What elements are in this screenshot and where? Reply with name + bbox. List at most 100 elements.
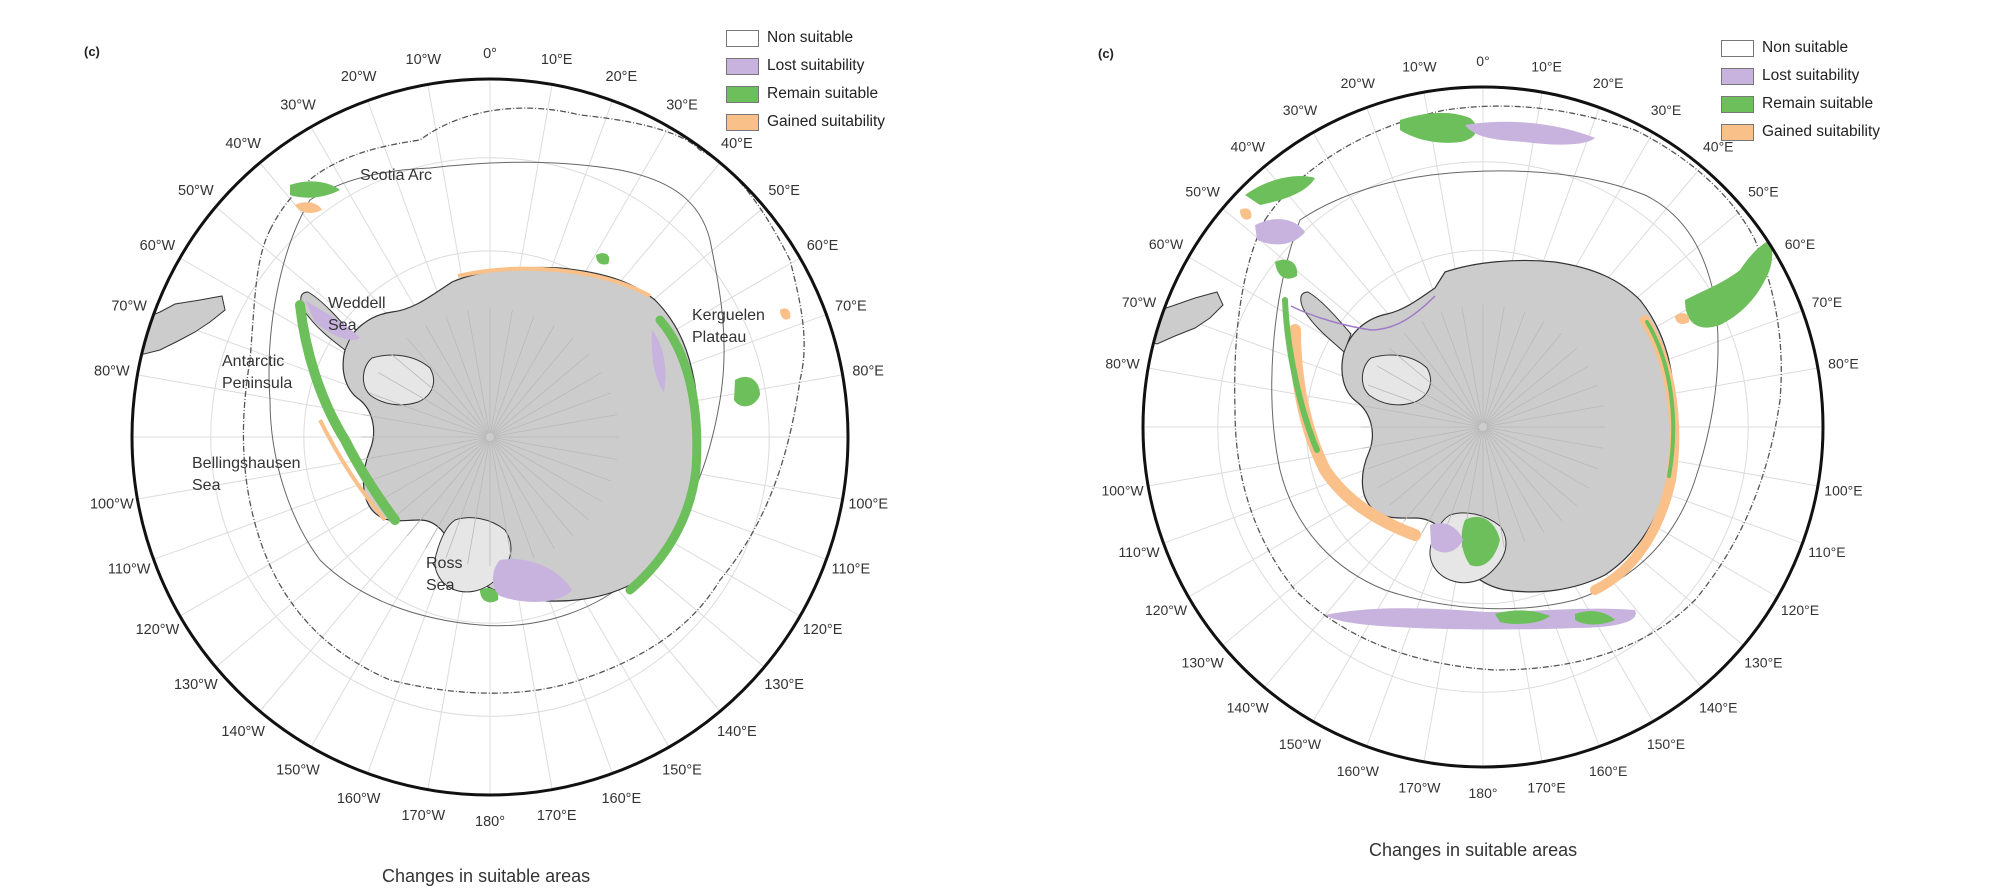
longitude-tick-label: 100°W [90, 497, 134, 513]
continent-meridian [491, 440, 555, 549]
continent-meridian [492, 338, 574, 435]
remain-suitable-area [1282, 297, 1320, 453]
longitude-tick-label: 110°W [108, 561, 151, 577]
longitude-tick-label: 110°E [1808, 544, 1845, 560]
continent-meridian [493, 438, 602, 502]
continent-meridian [490, 440, 513, 564]
remain-suitable-area [1495, 610, 1550, 624]
longitude-tick-label: 0° [1476, 53, 1489, 69]
map-caption: Changes in suitable areas [1369, 840, 1578, 860]
longitude-tick-label: 130°E [764, 677, 804, 693]
continent-meridian [492, 439, 589, 521]
longitude-tick-label: 20°W [1341, 75, 1376, 91]
continent-meridian [1376, 428, 1480, 489]
label-weddell-sea-line2: Sea [328, 317, 357, 334]
longitude-tick-label: 160°W [337, 791, 381, 807]
continent-meridian [1483, 311, 1526, 424]
swatch-remain-suitable [1721, 95, 1754, 113]
longitude-tick-label: 80°E [1828, 355, 1859, 371]
legend-label: Gained suitability [1762, 123, 1881, 140]
continent-meridian [490, 310, 513, 434]
swatch-non-suitable [1721, 39, 1754, 57]
longitude-tick-label: 170°W [1398, 779, 1441, 795]
longitude-tick-label: 10°E [541, 52, 573, 68]
remain-suitable-area [1245, 175, 1315, 205]
longitude-tick-label: 20°E [1593, 75, 1624, 91]
longitude-tick-label: 120°W [1145, 602, 1188, 618]
label-ross-sea-line2: Sea [426, 577, 455, 594]
legend-label: Non suitable [1762, 39, 1849, 56]
remain-suitable-area [734, 376, 760, 407]
longitude-tick-label: 60°W [1149, 236, 1184, 252]
label-bellingshausen-line2: Sea [192, 477, 221, 494]
remain-suitable-area [295, 300, 400, 525]
longitude-tick-label: 170°E [537, 808, 577, 824]
legend: Non suitable Lost suitability Remain sui… [726, 24, 885, 136]
continent-meridian [1461, 306, 1483, 424]
swatch-gained-suitability [1721, 123, 1754, 141]
longitude-tick-label: 30°E [1651, 102, 1682, 118]
longitude-tick-label: 130°W [174, 677, 218, 693]
longitude-tick-label: 130°E [1744, 654, 1782, 670]
longitude-tick-label: 70°E [835, 299, 867, 315]
lost-suitability-area [1465, 121, 1595, 145]
longitude-tick-label: 160°E [601, 791, 641, 807]
continent-meridian [1483, 306, 1505, 424]
continent-meridian [1367, 384, 1480, 427]
map-panel-left: 0° 10°E 20°E 30°E 40°E 50°E 60°E 70°E 80°E 100°E 1… [0, 0, 995, 891]
continent-meridian [490, 315, 535, 434]
polar-map-right: 0° 10°E 20°E 30°E 40°E 50°E 60°E 70°E 80°E 100°E 1… [1101, 53, 1862, 801]
front-line-inner [1271, 170, 1719, 610]
longitude-tick-label: 130°W [1182, 654, 1225, 670]
longitude-tick-label: 40°E [721, 136, 753, 152]
longitude-tick-label: 100°E [1824, 483, 1862, 499]
continent-meridian [1486, 427, 1604, 449]
front-line-outer [242, 107, 805, 694]
longitude-tick-label: 40°W [1231, 139, 1266, 155]
continent-meridian [493, 392, 612, 437]
continent-meridian [1404, 332, 1481, 425]
gained-suitability-area [1240, 208, 1252, 220]
label-ross-sea-line1: Ross [426, 555, 462, 572]
south-america-land [1144, 291, 1224, 345]
continent-meridian [492, 439, 574, 536]
longitude-tick-label: 60°E [807, 238, 839, 254]
continent-meridian [1485, 332, 1562, 425]
longitude-tick-label: 140°E [1699, 699, 1737, 715]
longitude-tick-label: 150°E [662, 763, 702, 779]
longitude-tick-label: 150°E [1647, 736, 1685, 752]
legend-item-non-suitable: Non suitable [726, 24, 885, 52]
continent-meridian [1486, 384, 1599, 427]
continent-meridian [445, 440, 490, 559]
continent-meridian [467, 440, 490, 564]
longitude-tick-label: 60°E [1785, 236, 1816, 252]
longitude-tick-label: 70°E [1812, 294, 1843, 310]
continent-meridian [1486, 405, 1604, 427]
legend: Non suitable Lost suitability Remain sui… [1721, 34, 1880, 146]
gained-suitability-area [780, 308, 791, 320]
continent-meridians [361, 308, 619, 566]
longitude-tick-label: 40°E [1703, 139, 1734, 155]
continent-meridian [1483, 430, 1526, 543]
continent-meridian [492, 353, 589, 435]
continent-meridian [1421, 430, 1482, 534]
remain-suitable-area [1685, 240, 1773, 328]
swatch-gained-suitability [726, 113, 759, 131]
label-antarctic-peninsula-line2: Peninsula [222, 375, 292, 392]
continent-meridian [391, 353, 488, 435]
longitude-tick-label: 60°W [140, 238, 176, 254]
continent-meridian [1421, 320, 1482, 424]
continent-meridian [1486, 365, 1590, 426]
continent-meridians [1360, 304, 1606, 550]
label-kerguelen-line2: Plateau [692, 329, 746, 346]
weddell-ice-shelf [363, 354, 434, 406]
legend-item-lost-suitability: Lost suitability [726, 52, 885, 80]
longitude-tick-label: 180° [475, 814, 505, 830]
lost-suitability-area [651, 330, 666, 392]
longitude-tick-label: 30°W [280, 97, 316, 113]
continent-meridian [1485, 348, 1578, 425]
south-america-land [132, 295, 226, 356]
swatch-lost-suitability [726, 57, 759, 75]
map-border [130, 77, 850, 797]
continent-meridian [1388, 348, 1481, 425]
